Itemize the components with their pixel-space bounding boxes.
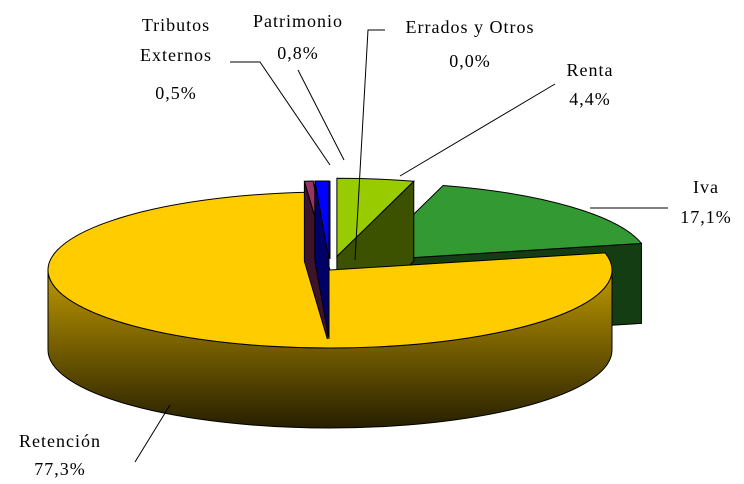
slice-percent: 77,3% — [34, 459, 86, 479]
slice — [47, 191, 613, 349]
slice — [314, 180, 330, 260]
slice-label: Errados y Otros — [405, 17, 535, 37]
slice-percent: 0,0% — [449, 51, 491, 71]
slice-label: Renta — [566, 60, 614, 80]
slice-percent: 17,1% — [680, 207, 732, 227]
leader-line — [354, 29, 385, 261]
slice-label: Tributos Externos — [140, 15, 212, 65]
slice-label: Retención — [19, 431, 101, 451]
slice-percent: 0,8% — [277, 43, 319, 63]
leader-line — [134, 404, 171, 463]
slice-label: Iva — [693, 177, 719, 197]
slice-percent: 0,5% — [155, 83, 197, 103]
slice-percent: 4,4% — [569, 89, 611, 109]
slice-label: Patrimonio — [253, 11, 343, 31]
leader-line — [399, 83, 556, 177]
leader-line — [297, 69, 345, 161]
slice — [365, 184, 643, 262]
leader-line — [230, 61, 331, 166]
